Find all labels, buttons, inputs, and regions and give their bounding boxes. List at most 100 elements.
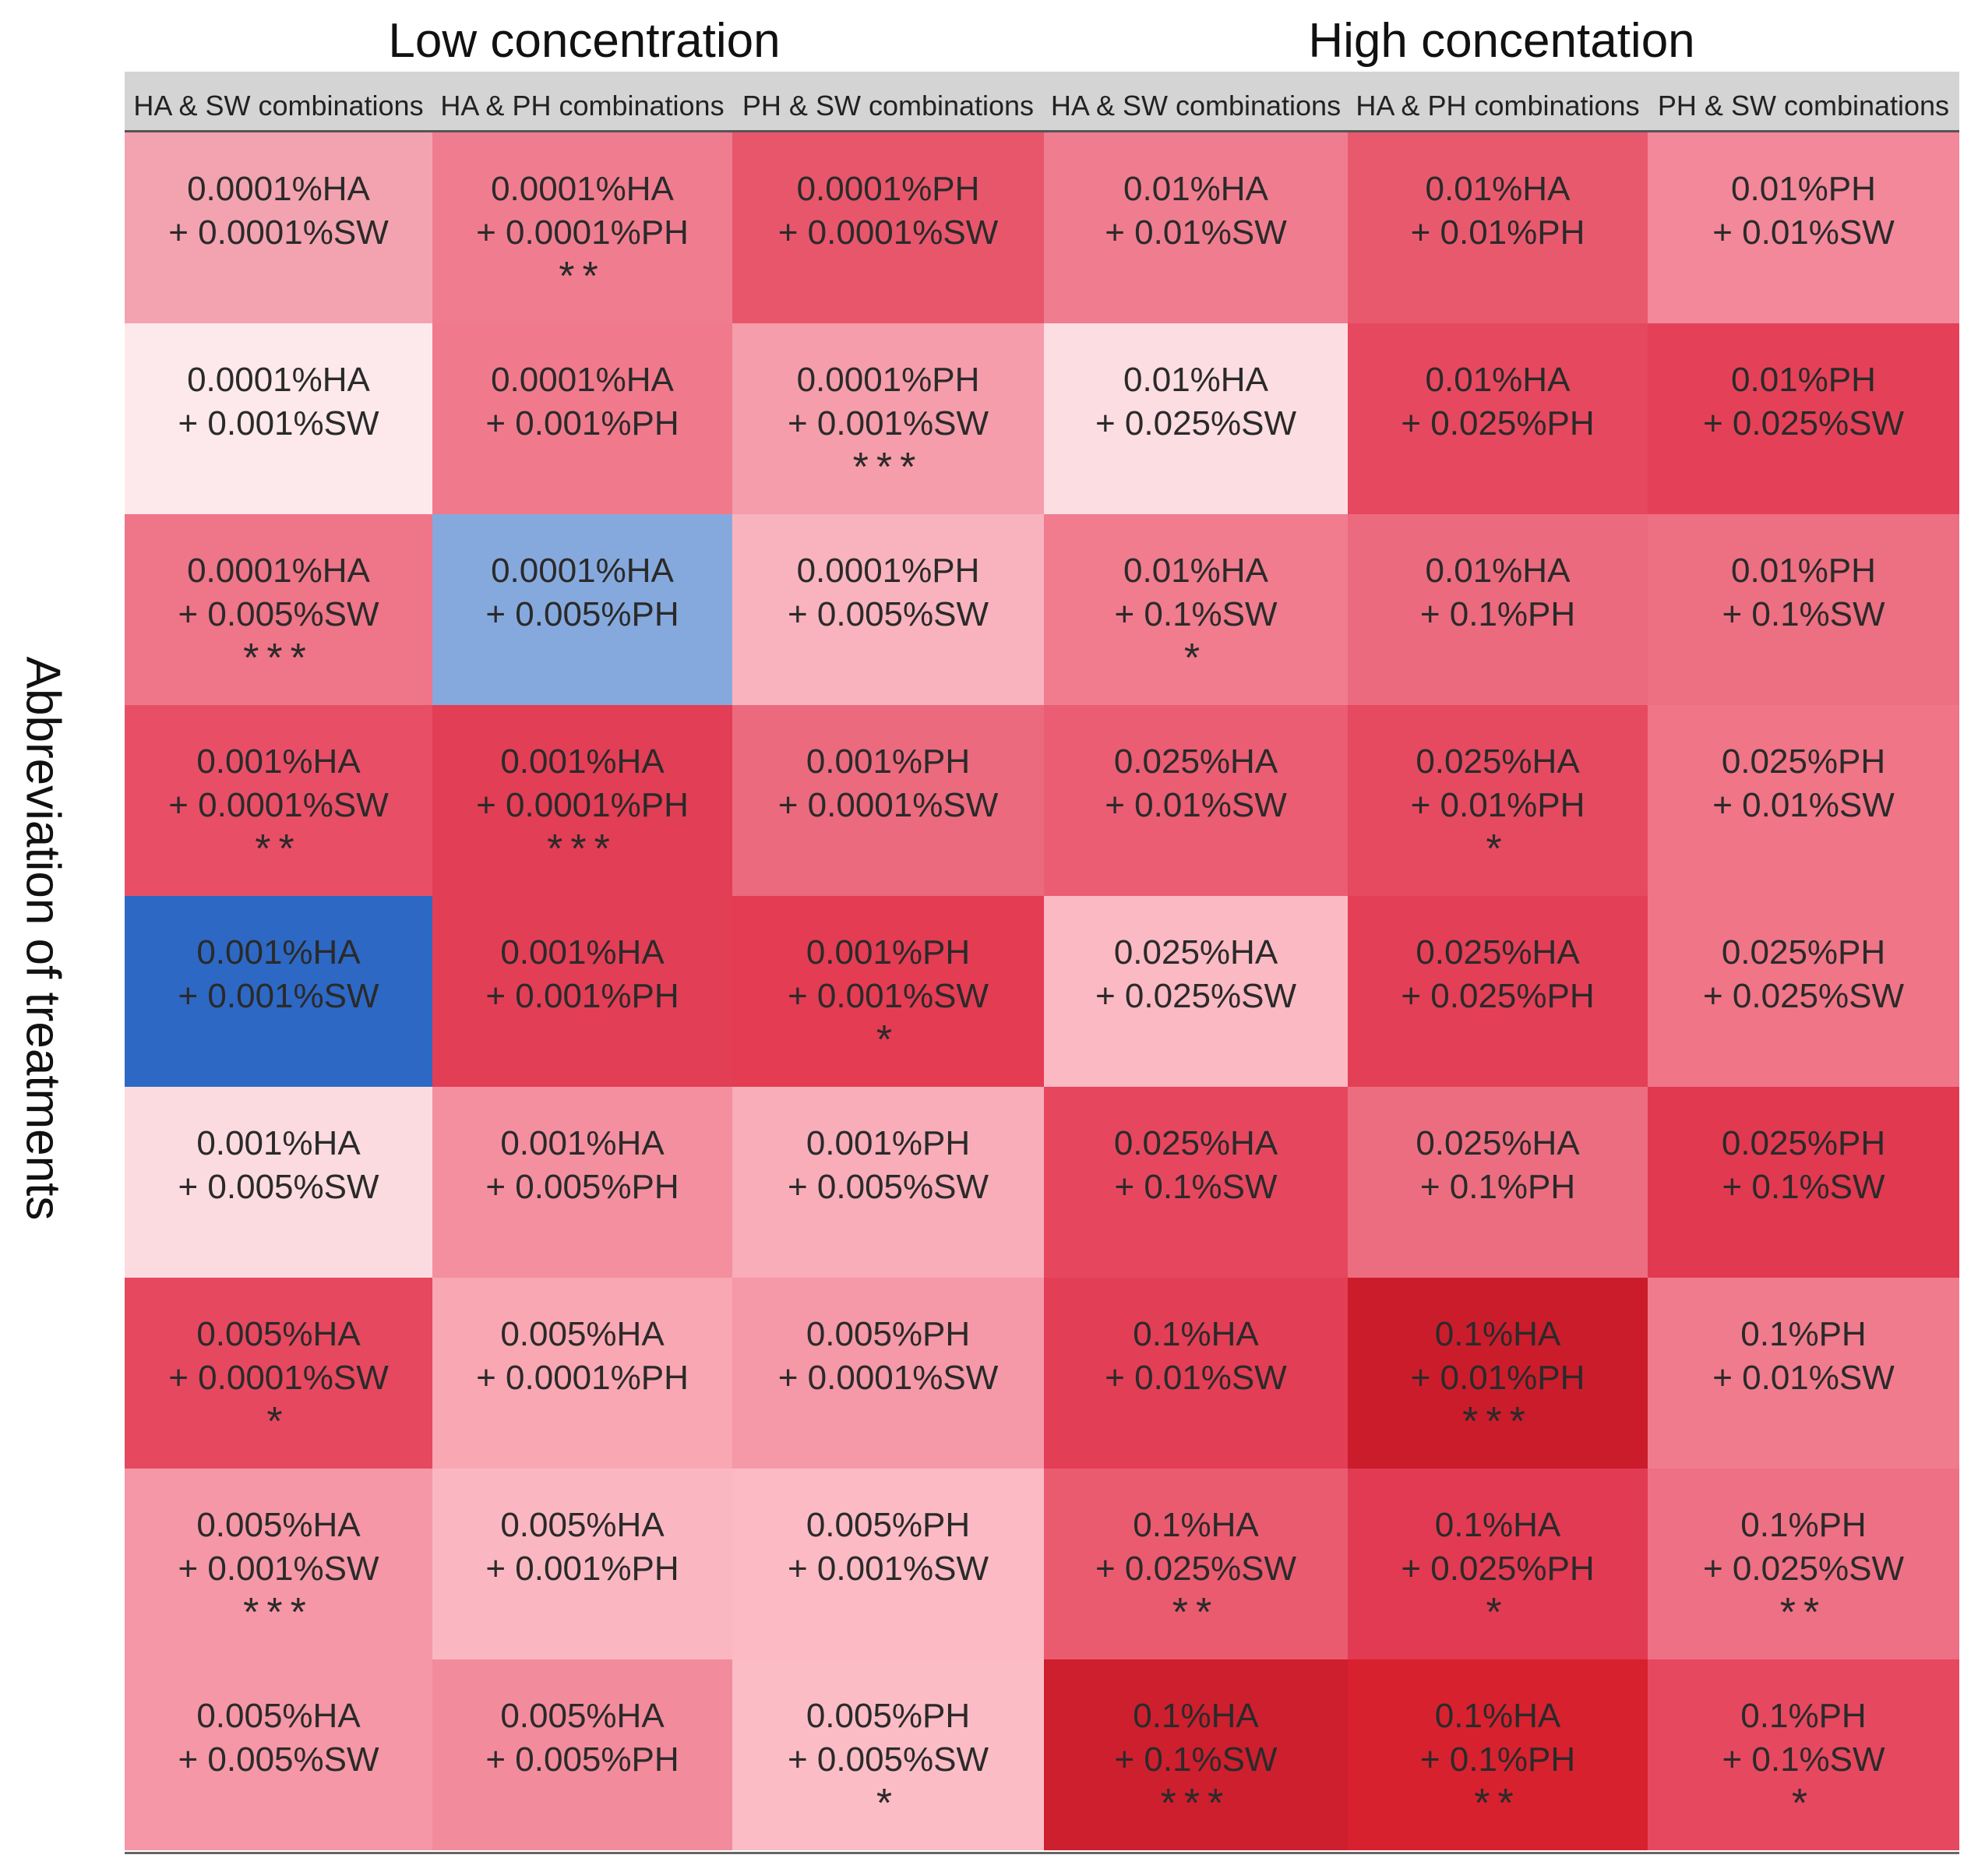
cell-label-line1: 0.01%PH: [1731, 169, 1876, 208]
heatmap-grid: 0.0001%HA + 0.0001%SW 0.0001%HA + 0.0001%PH…: [125, 132, 1959, 1850]
cell-label-line1: 0.01%HA: [1123, 360, 1268, 399]
heatmap-cell: 0.0001%HA + 0.0001%SW: [125, 132, 432, 323]
heatmap-cell: 0.0001%PH + 0.005%SW: [732, 514, 1044, 705]
cell-label-line2: + 0.0001%SW: [777, 785, 999, 824]
heatmap-cell: 0.0001%HA + 0.001%PH: [432, 323, 732, 514]
bottom-rule: [125, 1852, 1959, 1854]
heatmap-cell: 0.001%HA + 0.005%SW: [125, 1087, 432, 1278]
heatmap-cell: 0.1%HA + 0.01%SW: [1044, 1278, 1348, 1469]
heatmap-cell: 0.005%PH + 0.0001%SW: [732, 1278, 1044, 1469]
cell-label-line2: + 0.1%PH: [1419, 594, 1576, 633]
heatmap-cell: 0.001%HA + 0.0001%PH ***: [432, 705, 732, 896]
cell-label-line2: + 0.005%SW: [178, 1167, 379, 1206]
cell-label-line1: 0.001%PH: [806, 742, 971, 781]
cell-label-line2: + 0.0001%PH: [476, 785, 689, 824]
cell-label-line1: 0.0001%HA: [491, 551, 674, 590]
cell-label-line2: + 0.001%SW: [178, 976, 379, 1015]
heatmap-cell: 0.001%HA + 0.005%PH: [432, 1087, 732, 1278]
group-title-high-concentration: High concentation: [1308, 14, 1695, 68]
cell-label-line2: + 0.025%PH: [1401, 1549, 1595, 1588]
cell-label-line2: + 0.01%SW: [1712, 785, 1895, 824]
cell-label-line2: + 0.1%SW: [1114, 594, 1278, 633]
cell-label-line2: + 0.005%SW: [787, 1167, 989, 1206]
cell-label-line2: + 0.0001%SW: [168, 785, 389, 824]
cell-label-line1: 0.01%HA: [1123, 169, 1268, 208]
cell-label-line2: + 0.1%SW: [1722, 1740, 1885, 1779]
heatmap-cell: 0.1%HA + 0.025%PH *: [1348, 1469, 1648, 1659]
heatmap-cell: 0.005%HA + 0.0001%SW *: [125, 1278, 432, 1469]
cell-label-line2: + 0.1%SW: [1722, 594, 1885, 633]
heatmap-cell: 0.025%HA + 0.01%SW: [1044, 705, 1348, 896]
cell-label-line2: + 0.005%PH: [485, 594, 679, 633]
cell-label-line2: + 0.0001%SW: [777, 1358, 999, 1397]
cell-label-line2: + 0.025%SW: [1095, 976, 1297, 1015]
cell-label-line2: + 0.1%SW: [1114, 1167, 1278, 1206]
column-header-2: HA & PH combinations: [440, 90, 725, 122]
cell-label-line1: 0.001%HA: [196, 1123, 361, 1162]
heatmap-cell: 0.005%HA + 0.005%SW: [125, 1659, 432, 1850]
heatmap-cell: 0.1%HA + 0.1%SW ***: [1044, 1659, 1348, 1850]
column-header-3: PH & SW combinations: [742, 90, 1035, 122]
cell-label-line2: + 0.025%SW: [1702, 1549, 1905, 1588]
cell-label-line1: 0.001%HA: [196, 933, 361, 972]
cell-label-line2: + 0.1%SW: [1114, 1740, 1278, 1779]
significance-marker: ***: [852, 444, 924, 490]
heatmap-cell: 0.005%PH + 0.001%SW: [732, 1469, 1044, 1659]
heatmap-cell: 0.005%HA + 0.0001%PH: [432, 1278, 732, 1469]
cell-label-line2: + 0.0001%PH: [476, 213, 689, 252]
cell-label-line2: + 0.1%PH: [1419, 1740, 1576, 1779]
significance-marker: ***: [547, 826, 618, 872]
heatmap-cell: 0.005%HA + 0.001%SW ***: [125, 1469, 432, 1659]
cell-label-line1: 0.001%HA: [500, 1123, 665, 1162]
cell-label-line2: + 0.01%PH: [1410, 213, 1585, 252]
cell-label-line2: + 0.025%SW: [1702, 976, 1905, 1015]
cell-label-line2: + 0.005%PH: [485, 1167, 679, 1206]
cell-label-line2: + 0.0001%SW: [168, 213, 389, 252]
heatmap-cell: 0.01%HA + 0.01%PH: [1348, 132, 1648, 323]
cell-label-line2: + 0.001%SW: [787, 404, 989, 443]
cell-label-line1: 0.001%HA: [196, 742, 361, 781]
cell-label-line1: 0.0001%HA: [187, 551, 370, 590]
cell-label-line1: 0.01%HA: [1123, 551, 1268, 590]
cell-label-line1: 0.1%PH: [1740, 1696, 1867, 1735]
heatmap-cell: 0.025%PH + 0.025%SW: [1648, 896, 1959, 1087]
cell-label-line1: 0.01%PH: [1731, 360, 1876, 399]
cell-label-line1: 0.025%HA: [1113, 1123, 1278, 1162]
heatmap-cell: 0.025%HA + 0.01%PH *: [1348, 705, 1648, 896]
cell-label-line1: 0.001%PH: [806, 933, 971, 972]
cell-label-line1: 0.0001%HA: [187, 360, 370, 399]
cell-label-line2: + 0.0001%SW: [777, 213, 999, 252]
column-header-1: HA & SW combinations: [133, 90, 424, 122]
significance-marker: *: [876, 1017, 901, 1063]
cell-label-line1: 0.005%HA: [196, 1314, 361, 1353]
cell-label-line1: 0.025%HA: [1416, 1123, 1580, 1162]
cell-label-line1: 0.025%PH: [1721, 933, 1886, 972]
cell-label-line1: 0.0001%HA: [491, 360, 674, 399]
cell-label-line1: 0.0001%PH: [796, 360, 980, 399]
cell-label-line2: + 0.001%PH: [485, 976, 679, 1015]
cell-label-line1: 0.01%HA: [1425, 169, 1571, 208]
cell-label-line1: 0.005%HA: [500, 1696, 665, 1735]
cell-label-line1: 0.005%PH: [806, 1505, 971, 1544]
cell-label-line1: 0.1%HA: [1434, 1696, 1561, 1735]
cell-label-line1: 0.005%HA: [196, 1505, 361, 1544]
significance-marker: ***: [243, 1589, 314, 1635]
cell-label-line1: 0.0001%PH: [796, 551, 980, 590]
cell-label-line1: 0.005%PH: [806, 1696, 971, 1735]
cell-label-line1: 0.025%PH: [1721, 1123, 1886, 1162]
cell-label-line1: 0.0001%HA: [491, 169, 674, 208]
column-header-4: HA & SW combinations: [1050, 90, 1342, 122]
heatmap-cell: 0.01%HA + 0.1%PH: [1348, 514, 1648, 705]
cell-label-line2: + 0.01%PH: [1410, 785, 1585, 824]
y-axis-label-text: Abbreviation of treatments: [16, 656, 70, 1220]
heatmap-cell: 0.0001%HA + 0.001%SW: [125, 323, 432, 514]
cell-label-line2: + 0.1%PH: [1419, 1167, 1576, 1206]
significance-marker: **: [1779, 1589, 1828, 1635]
cell-label-line2: + 0.001%PH: [485, 1549, 679, 1588]
heatmap-cell: 0.005%PH + 0.005%SW *: [732, 1659, 1044, 1850]
heatmap-cell: 0.001%HA + 0.0001%SW **: [125, 705, 432, 896]
cell-label-line2: + 0.005%SW: [178, 594, 379, 633]
cell-label-line1: 0.005%HA: [500, 1314, 665, 1353]
cell-label-line2: + 0.01%SW: [1712, 1358, 1895, 1397]
cell-label-line2: + 0.01%SW: [1105, 213, 1287, 252]
